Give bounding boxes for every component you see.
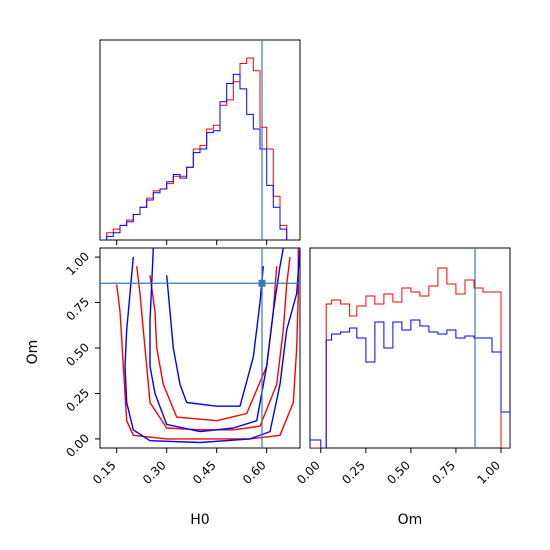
joint-contour-red-1 xyxy=(136,257,291,431)
h0-hist-blue xyxy=(100,73,294,240)
joint-frame xyxy=(99,247,301,449)
h0-marginal-ticks xyxy=(116,240,268,245)
om-hist-red xyxy=(310,267,510,448)
joint-contour-blue-2 xyxy=(166,266,264,407)
joint-contour-blue-0 xyxy=(124,248,300,444)
joint-contour-blue-1 xyxy=(149,248,284,433)
x-axis-label-om: Om xyxy=(398,512,423,528)
h0-marginal-hist-layer xyxy=(100,40,294,240)
joint-truth-marker xyxy=(258,279,266,287)
x-axis-label-h0: H0 xyxy=(190,512,209,528)
h0-marginal-panel xyxy=(99,39,301,245)
om-hist-blue xyxy=(310,319,510,448)
joint-contour-red-0 xyxy=(116,248,299,440)
om-marginal-frame xyxy=(309,247,511,449)
joint-contour-layer xyxy=(100,248,300,448)
om-marginal-hist-layer xyxy=(310,248,510,448)
y-axis-label-om: Om xyxy=(25,340,41,365)
h0-marginal-frame xyxy=(99,39,301,241)
